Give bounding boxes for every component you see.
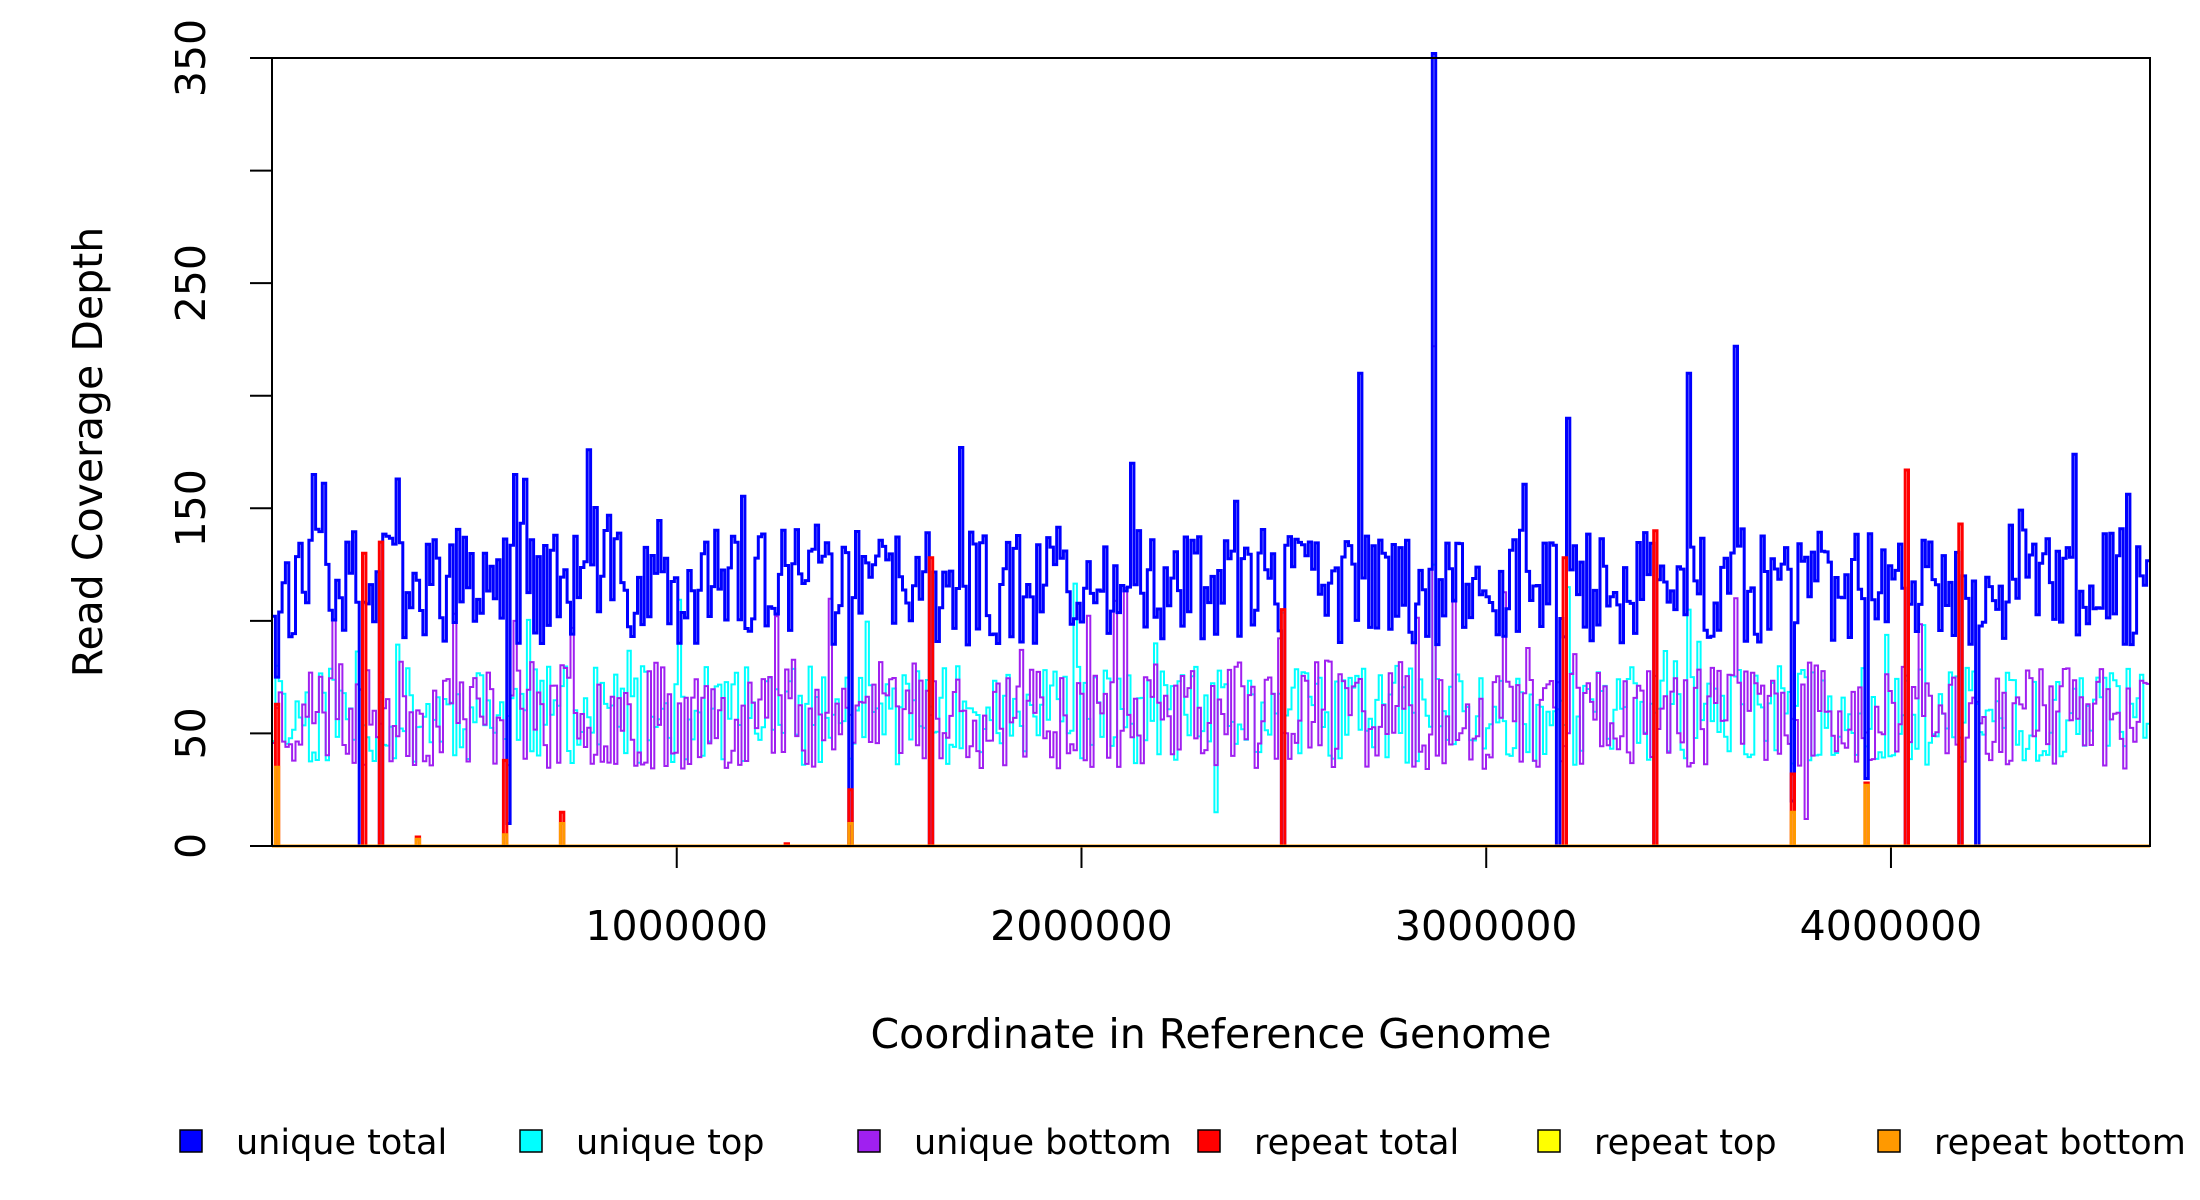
y-tick-label: 50 (167, 707, 215, 759)
plot-area (272, 52, 2150, 848)
legend-swatch (857, 1129, 881, 1153)
plot-frame (271, 57, 2151, 847)
y-axis-label: Read Coverage Depth (64, 227, 112, 677)
legend-swatch (1197, 1129, 1221, 1153)
x-tick-label: 3000000 (1395, 902, 1578, 950)
legend-swatch (1537, 1129, 1561, 1153)
legend-swatch (1877, 1129, 1901, 1153)
legend-label: unique total (236, 1123, 447, 1163)
legend-label: unique bottom (914, 1123, 1172, 1163)
legend: unique total unique top unique bottom repea… (179, 1123, 2186, 1163)
legend-label: repeat total (1254, 1123, 1459, 1163)
y-tick-label: 0 (167, 833, 215, 859)
legend-label: unique top (576, 1123, 765, 1163)
x-tick-label: 1000000 (585, 902, 768, 950)
legend-swatch (519, 1129, 543, 1153)
series-unique-bottom (272, 345, 2150, 820)
y-tick-label: 150 (167, 469, 215, 547)
legend-label: repeat top (1594, 1123, 1777, 1163)
x-axis: 1000000 2000000 3000000 4000000 (585, 846, 1982, 950)
x-axis-label: Coordinate in Reference Genome (871, 1010, 1552, 1058)
x-tick-label: 4000000 (1800, 902, 1983, 950)
y-tick-label: 250 (167, 244, 215, 322)
legend-label: repeat bottom (1934, 1123, 2186, 1163)
legend-swatch (179, 1129, 203, 1153)
series-unique-total (272, 52, 2150, 848)
y-tick-label: 350 (167, 19, 215, 97)
y-axis: 0 50 150 250 350 (167, 19, 272, 859)
x-tick-label: 2000000 (990, 902, 1173, 950)
